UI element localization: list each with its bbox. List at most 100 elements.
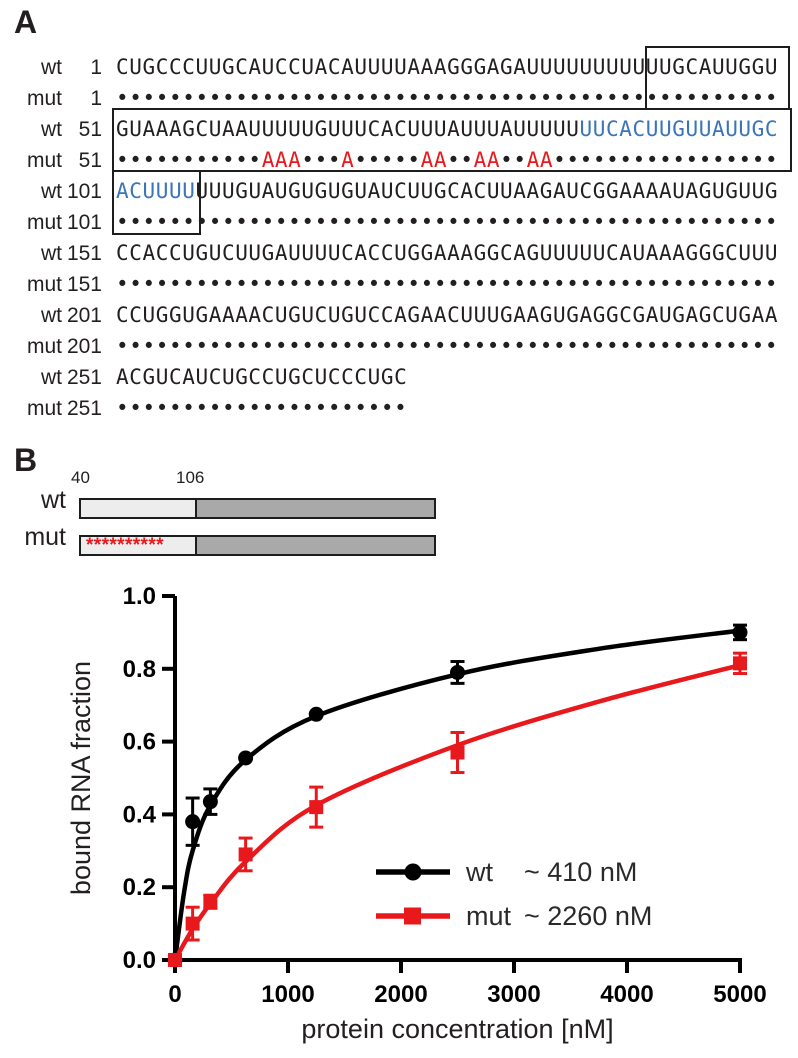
alignment-highlight-box-3 [112, 170, 201, 235]
construct-bar-mut: ********** [79, 535, 436, 556]
legend-series-name: wt [465, 857, 493, 887]
sequence-row-mut-101: mut 101 ••••••••••••••••••••••••••••••••••… [0, 207, 798, 238]
construct-wt-downstream-segment [195, 500, 434, 517]
sequence-row-label: wt [41, 366, 62, 389]
y-tick-label: 0.8 [123, 656, 156, 683]
sequence-row-mut-151: mut 151 ••••••••••••••••••••••••••••••••••… [0, 269, 798, 300]
construct-start-coordinate: 40 [71, 468, 90, 487]
sequence-row-position: 1 [90, 87, 102, 110]
sequence-row-label: mut [26, 273, 62, 296]
sequence-text: ACUUUUUUUGUAUGUGUGUAUCUUGCACUUAAGAUCGGAA… [116, 176, 778, 207]
identity-dots: ••••••••••••••••••••••••••••••••••••••••… [116, 86, 779, 110]
sequence-row-position: 251 [66, 366, 102, 389]
data-point-mut [238, 847, 253, 862]
identity-dots: ••••••••••••••••••••••••••••••••••••••••… [116, 272, 779, 296]
sequence-text: ACGUCAUCUGCCUGCUCCCUGC [116, 362, 407, 393]
sequence-row-label: mut [26, 211, 62, 234]
sequence-row-label: mut [26, 87, 62, 110]
x-tick-label: 2000 [374, 981, 427, 1008]
sequence-text: ••••••••••••••••••••••••••••••••••••••••… [116, 331, 778, 362]
data-point-mut [203, 894, 218, 909]
mutated-bases: AA [473, 148, 501, 172]
y-tick-label: 0.4 [123, 801, 157, 828]
sequence-row-label: mut [26, 149, 62, 172]
construct-mut-upstream-segment: ********** [81, 535, 195, 556]
y-tick-label: 0.0 [123, 947, 156, 974]
x-tick-label: 1000 [261, 981, 314, 1008]
construct-wt-upstream-segment [81, 500, 195, 517]
sequence-bases: CCACCUGUCUUGAUUUUCACCUGGAAAGGCAGUUUUUCAU… [116, 241, 779, 265]
identity-dots: ••••••••••••••••• [553, 148, 779, 172]
sequence-row-label: mut [26, 335, 62, 358]
panel-a-label: A [14, 4, 38, 40]
legend-marker-wt [404, 863, 422, 881]
y-axis-title: bound RNA fraction [66, 661, 96, 895]
sequence-row-mut-201: mut 201 ••••••••••••••••••••••••••••••••••… [0, 331, 798, 362]
sequence-row-position: 201 [66, 304, 102, 327]
sequence-row-label: wt [41, 56, 62, 79]
sequence-row-mut-51: mut 51 •••••••••••AAA•••A•••••AA••AA••AA••… [0, 145, 798, 176]
fit-curve-wt [172, 628, 741, 961]
identity-dots: ••••••••••••••••••••••••••••••••••••••••… [116, 210, 779, 234]
data-point-mut [168, 953, 182, 967]
sequence-bases: UUUGUAUGUGUGUAUCUUGCACUUAAGAUCGGAAAAUAGU… [195, 179, 779, 203]
construct-label-mut: mut [24, 523, 66, 551]
construct-label-wt: wt [41, 486, 66, 514]
y-tick-label: 0.2 [123, 874, 156, 901]
sequence-text: ••••••••••••••••••••••••••••••••••••••••… [116, 269, 778, 300]
sequence-row-position: 51 [78, 149, 102, 172]
sequence-row-label: wt [41, 118, 62, 141]
sequence-bases: CCUGGUGAAAACUGUCUGUCCAGAACUUUGAAGUGAGGCG… [116, 303, 779, 327]
sequence-bases: ACGUCAUCUGCCUGCUCCCUGC [116, 365, 408, 389]
construct-bar-wt [79, 498, 436, 519]
sequence-row-mut-251: mut 251 •••••••••••••••••••••• [0, 393, 798, 424]
construct-boundary-coordinate: 106 [176, 468, 205, 487]
sequence-row-wt-151: wt 151 CCACCUGUCUUGAUUUUCACCUGGAAAGGCAGUUU… [0, 238, 798, 269]
sequence-text: •••••••••••AAA•••A•••••AA••AA••AA•••••••… [116, 145, 778, 176]
x-tick-label: 4000 [600, 981, 653, 1008]
sequence-row-position: 101 [66, 211, 102, 234]
legend-marker-mut [404, 907, 421, 925]
sequence-row-wt-1: wt 1 CUGCCCUUGCAUCCUACAUUUUAAAGGGAGAUUUUUU… [0, 52, 798, 83]
identity-dots: ••••••••••••••••••••••••••••••••••••••••… [116, 334, 779, 358]
x-tick-label: 0 [168, 981, 181, 1008]
sequence-text: •••••••••••••••••••••• [116, 393, 407, 424]
sequence-row-label: mut [26, 397, 62, 420]
sequence-bases: CUGCCCUUGCAUCCUACAUUUUAAAGGGAGAUUUUUUUUU… [116, 55, 779, 79]
legend-series-name: mut [466, 901, 512, 931]
y-tick-label: 0.6 [123, 729, 156, 756]
identity-dots: ••• [301, 148, 342, 172]
motif-bases: ACUUUU [116, 179, 196, 203]
mutated-bases: A [341, 148, 355, 172]
data-point-wt [450, 664, 465, 680]
data-point-mut [185, 916, 200, 931]
mutation-asterisks: ********** [86, 535, 164, 556]
fit-curve-mut [173, 663, 741, 962]
binding-curve-chart: 0.0 0.2 0.4 0.6 0.8 1.0 0 1000 2000 3000 4000 5000 p… [66, 583, 767, 1044]
sequence-row-wt-101: wt 101 ACUUUUUUUGUAUGUGUGUAUCUUGCACUUAAGAU… [0, 176, 798, 207]
data-point-wt [308, 706, 324, 722]
data-point-wt [732, 624, 748, 640]
sequence-row-wt-51: wt 51 GUAAAGCUAAUUUUUGUUUCACUUUAUUUAUUUUUU… [0, 114, 798, 145]
identity-dots: •• [500, 148, 527, 172]
sequence-row-mut-1: mut 1 ••••••••••••••••••••••••••••••••••••… [0, 83, 798, 114]
sequence-row-wt-251: wt 251 ACGUCAUCUGCCUGCUCCCUGC [0, 362, 798, 393]
sequence-bases: GUAAAGCUAAUUUUUGUUUCACUUUAUUUAUUUUU [116, 117, 580, 141]
legend-kd-value: ~ 2260 nM [524, 901, 652, 931]
alignment-highlight-box-2 [112, 108, 792, 172]
sequence-row-position: 201 [66, 335, 102, 358]
x-tick-label: 5000 [713, 981, 766, 1008]
y-tick-label: 1.0 [123, 583, 156, 610]
mutated-bases: AA [526, 148, 554, 172]
sequence-row-wt-201: wt 201 CCUGGUGAAAACUGUCUGUCCAGAACUUUGAAGUG… [0, 300, 798, 331]
data-point-mut [733, 656, 747, 671]
data-point-wt [202, 794, 218, 810]
identity-dots: •• [447, 148, 474, 172]
identity-dots: ••••• [354, 148, 421, 172]
sequence-text: ••••••••••••••••••••••••••••••••••••••••… [116, 83, 778, 114]
identity-dots: •••••••••••••••••••••• [116, 396, 408, 420]
data-point-mut [309, 800, 324, 815]
chart-axes [173, 596, 742, 962]
construct-mut-downstream-segment [195, 537, 434, 554]
